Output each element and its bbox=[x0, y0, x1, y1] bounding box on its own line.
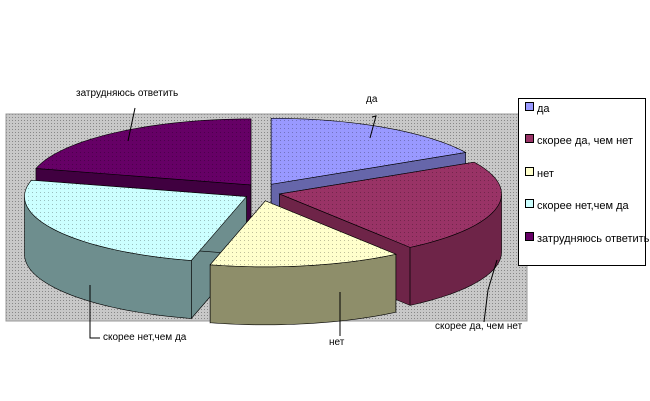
legend-swatch bbox=[525, 134, 534, 143]
slice-texture bbox=[279, 162, 502, 248]
legend-item-4: затрудняюсь ответить bbox=[525, 231, 650, 247]
leader-line-4 bbox=[127, 107, 136, 142]
legend-item-1: скорее да, чем нет bbox=[525, 133, 650, 149]
legend-item-3: скорее нет,чем да bbox=[525, 198, 650, 214]
legend-swatch bbox=[525, 167, 534, 176]
leader-line-3 bbox=[89, 285, 100, 339]
legend-label: нет bbox=[537, 168, 554, 180]
slice-texture bbox=[271, 118, 466, 185]
legend: да скорее да, чем нет нет скорее нет,чем… bbox=[518, 98, 649, 266]
leader-line-0 bbox=[369, 115, 377, 139]
legend-swatch bbox=[525, 199, 534, 208]
data-label-1: скорее да, чем нет bbox=[435, 321, 523, 332]
legend-swatch bbox=[525, 102, 534, 111]
data-label-2: нет bbox=[329, 337, 345, 348]
slice-texture bbox=[35, 118, 251, 185]
pie-slice-2 bbox=[209, 200, 397, 326]
pie-slice-3 bbox=[24, 179, 248, 320]
legend-label: да bbox=[537, 103, 550, 115]
legend-label: скорее нет,чем да bbox=[537, 200, 629, 212]
legend-item-0: да bbox=[525, 101, 643, 117]
slice-texture bbox=[210, 200, 396, 267]
data-label-0: да bbox=[366, 94, 378, 105]
legend-item-2: нет bbox=[525, 166, 643, 182]
legend-label: скорее да, чем нет bbox=[537, 135, 633, 147]
leader-line-1 bbox=[483, 259, 498, 323]
data-label-4: затрудняюсь ответить bbox=[76, 88, 179, 99]
slice-texture bbox=[24, 180, 247, 261]
data-label-3: скорее нет,чем да bbox=[103, 332, 187, 343]
legend-swatch bbox=[525, 232, 534, 241]
legend-label: затрудняюсь ответить bbox=[537, 233, 650, 245]
